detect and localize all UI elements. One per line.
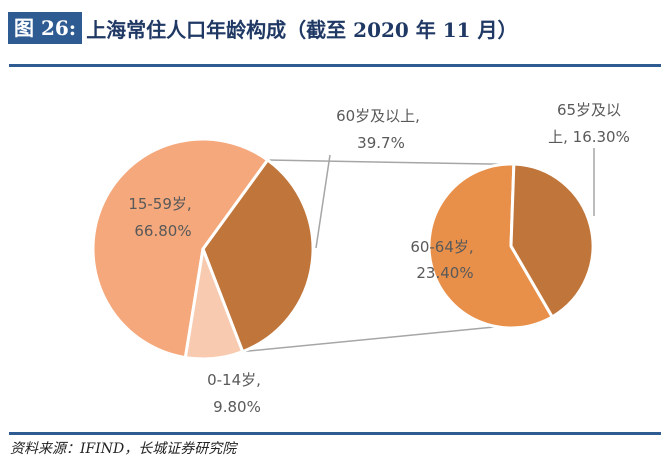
connector-line-bottom <box>242 326 497 353</box>
slice-0-14 <box>183 247 245 361</box>
connector-lines <box>242 159 504 353</box>
slice-60-64 <box>427 162 554 330</box>
label-0-14-line2: 9.80% <box>213 398 261 416</box>
label-15-59-line2: 66.80% <box>134 222 191 240</box>
label-60-64-line1: 60-64岁, <box>410 238 473 256</box>
label-60-plus-line2: 39.7% <box>357 134 405 152</box>
secondary-pie <box>427 162 595 330</box>
label-60-plus-line1: 60岁及以上, <box>336 107 420 125</box>
top-divider <box>9 64 661 67</box>
label-15-59-line1: 15-59岁, <box>128 195 191 213</box>
figure-title: 上海常住人口年龄构成（截至 2020 年 11 月） <box>86 17 518 42</box>
label-65-plus-line2: 上, 16.30% <box>548 128 630 146</box>
slice-65-plus <box>509 162 595 319</box>
label-60-64-line2: 23.40% <box>416 264 473 282</box>
figure-title-bar: 图 26: 上海常住人口年龄构成（截至 2020 年 11 月） <box>8 12 518 44</box>
connector-line-top <box>267 159 504 166</box>
label-65-plus-line1: 65岁及以 <box>557 101 621 119</box>
leader-line-60-plus <box>315 154 331 249</box>
leader-lines <box>315 148 595 249</box>
slice-15-59 <box>91 137 270 360</box>
figure-number-badge: 图 26: <box>8 12 83 44</box>
source-note: 资料来源：IFIND，长城证券研究院 <box>10 441 237 457</box>
main-pie <box>91 137 315 361</box>
pie-of-pie-chart: 15-59岁, 66.80% 60岁及以上, 39.7% 0-14岁, 9.80… <box>91 101 630 416</box>
slice-60-plus <box>201 158 315 354</box>
label-0-14-line1: 0-14岁, <box>207 371 261 389</box>
data-labels: 15-59岁, 66.80% 60岁及以上, 39.7% 0-14岁, 9.80… <box>128 101 630 416</box>
bottom-divider <box>9 432 661 435</box>
